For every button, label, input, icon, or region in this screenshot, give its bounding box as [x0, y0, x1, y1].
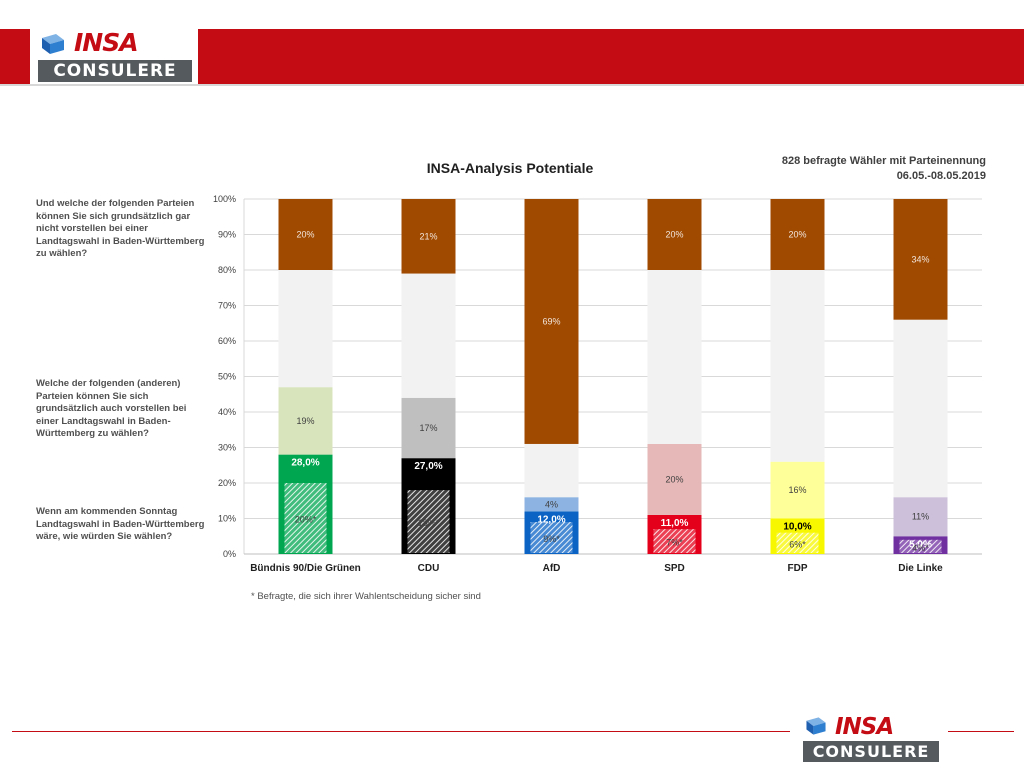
label-sure: 7%* — [666, 538, 683, 548]
label-sure: 20%* — [295, 515, 317, 525]
bar-sure-segment — [776, 532, 819, 553]
label-potential: 16% — [788, 485, 806, 495]
bar-sure-segment — [284, 483, 327, 553]
y-tick-label: 10% — [218, 514, 236, 524]
label-vote: 11,0% — [661, 518, 689, 529]
label-never: 34% — [911, 254, 929, 264]
footer-line-right — [948, 731, 1014, 732]
bar-potential-segment — [893, 497, 948, 537]
bar-potential-segment — [647, 443, 702, 515]
bar-potential-segment — [278, 387, 333, 455]
category-label: Die Linke — [898, 563, 943, 574]
bar-potential-segment — [524, 497, 579, 512]
label-vote: 27,0% — [414, 461, 442, 472]
sample-info: 828 befragte Wähler mit Parteinennung 06… — [782, 154, 986, 184]
footer-logo-consulere-text: CONSULERE — [803, 741, 939, 762]
bar-rest-segment — [770, 270, 825, 462]
potential-chart: 0% 10% 20% 30% 40% 50% 60% 70% 80% 90% 100% 20% 19%… — [213, 194, 982, 574]
insa-logo-footer: INSA CONSULERE — [803, 713, 941, 765]
footer-logo-insa-text: INSA — [835, 714, 894, 740]
label-never: 20% — [296, 230, 314, 240]
question-never: Und welche der folgenden Parteien können… — [36, 198, 205, 259]
y-tick-label: 0% — [223, 549, 236, 559]
label-potential: 11% — [912, 512, 929, 522]
category-label: AfD — [543, 563, 561, 574]
bar-never-segment — [278, 199, 333, 270]
label-never: 20% — [665, 230, 683, 240]
bar-never-segment — [770, 199, 825, 270]
label-sure: 4%* — [912, 543, 929, 553]
label-sure: 9%* — [543, 534, 560, 544]
label-sure: 18%* — [418, 518, 440, 528]
label-potential: 4% — [545, 499, 558, 509]
label-potential: 19% — [296, 416, 314, 426]
label-potential: 17% — [419, 423, 437, 433]
y-tick-label: 30% — [218, 443, 236, 453]
footer-line-left — [12, 731, 790, 732]
bar-sure-segment — [407, 490, 450, 553]
logo-consulere-text: CONSULERE — [38, 60, 192, 82]
logo-insa-text: INSA — [74, 28, 139, 57]
label-vote: 28,0% — [291, 458, 319, 469]
question-vote: Wenn am kommenden Sonntag Landtagswahl i… — [36, 506, 205, 542]
bar-never-segment — [893, 199, 948, 320]
y-tick-label: 50% — [218, 372, 236, 382]
bar-sure-segment — [530, 522, 573, 553]
y-tick-label: 90% — [218, 230, 236, 240]
label-vote: 12,0% — [537, 514, 565, 525]
bar-never-segment — [524, 199, 579, 444]
category-label: CDU — [418, 563, 440, 574]
y-tick-label: 40% — [218, 407, 236, 417]
cube-icon — [806, 717, 826, 735]
insa-logo: INSA CONSULERE — [30, 28, 198, 84]
bar-never-segment — [401, 199, 456, 274]
y-tick-label: 60% — [218, 336, 236, 346]
footnote: * Befragte, die sich ihrer Wahlentscheid… — [251, 591, 481, 602]
sample-note: 828 befragte Wähler mit Parteinennung — [781, 155, 986, 167]
bar-rest-segment — [893, 319, 948, 498]
bar-rest-segment — [647, 270, 702, 444]
label-never: 20% — [788, 230, 806, 240]
label-sure: 6%* — [789, 539, 806, 549]
chart-title: INSA-Analysis Potentiale — [426, 160, 594, 176]
bar-sure-segment — [653, 529, 696, 553]
bar-rest-segment — [524, 443, 579, 498]
label-vote: 5,0% — [909, 539, 932, 550]
bar-never-segment — [647, 199, 702, 270]
bar-rest-segment — [401, 273, 456, 398]
cube-icon — [42, 34, 64, 54]
y-tick-label: 70% — [218, 301, 236, 311]
bar-rest-segment — [278, 270, 333, 388]
header-divider — [0, 84, 1024, 86]
label-never: 21% — [419, 231, 437, 241]
bar-potential-segment — [401, 397, 456, 459]
label-vote: 10,0% — [783, 522, 811, 533]
label-potential: 20% — [665, 474, 683, 484]
y-tick-label: 80% — [218, 265, 236, 275]
bar-sure-segment — [899, 539, 942, 553]
category-label: FDP — [788, 563, 808, 574]
y-tick-label: 100% — [213, 194, 236, 204]
category-label: SPD — [664, 563, 685, 574]
bar-potential-segment — [770, 461, 825, 519]
date-range: 06.05.-08.05.2019 — [896, 170, 986, 182]
question-potential: Welche der folgenden (anderen) Parteien … — [36, 378, 187, 439]
y-tick-label: 20% — [218, 478, 236, 488]
label-never: 69% — [542, 316, 560, 326]
category-label: Bündnis 90/Die Grünen — [250, 563, 361, 574]
